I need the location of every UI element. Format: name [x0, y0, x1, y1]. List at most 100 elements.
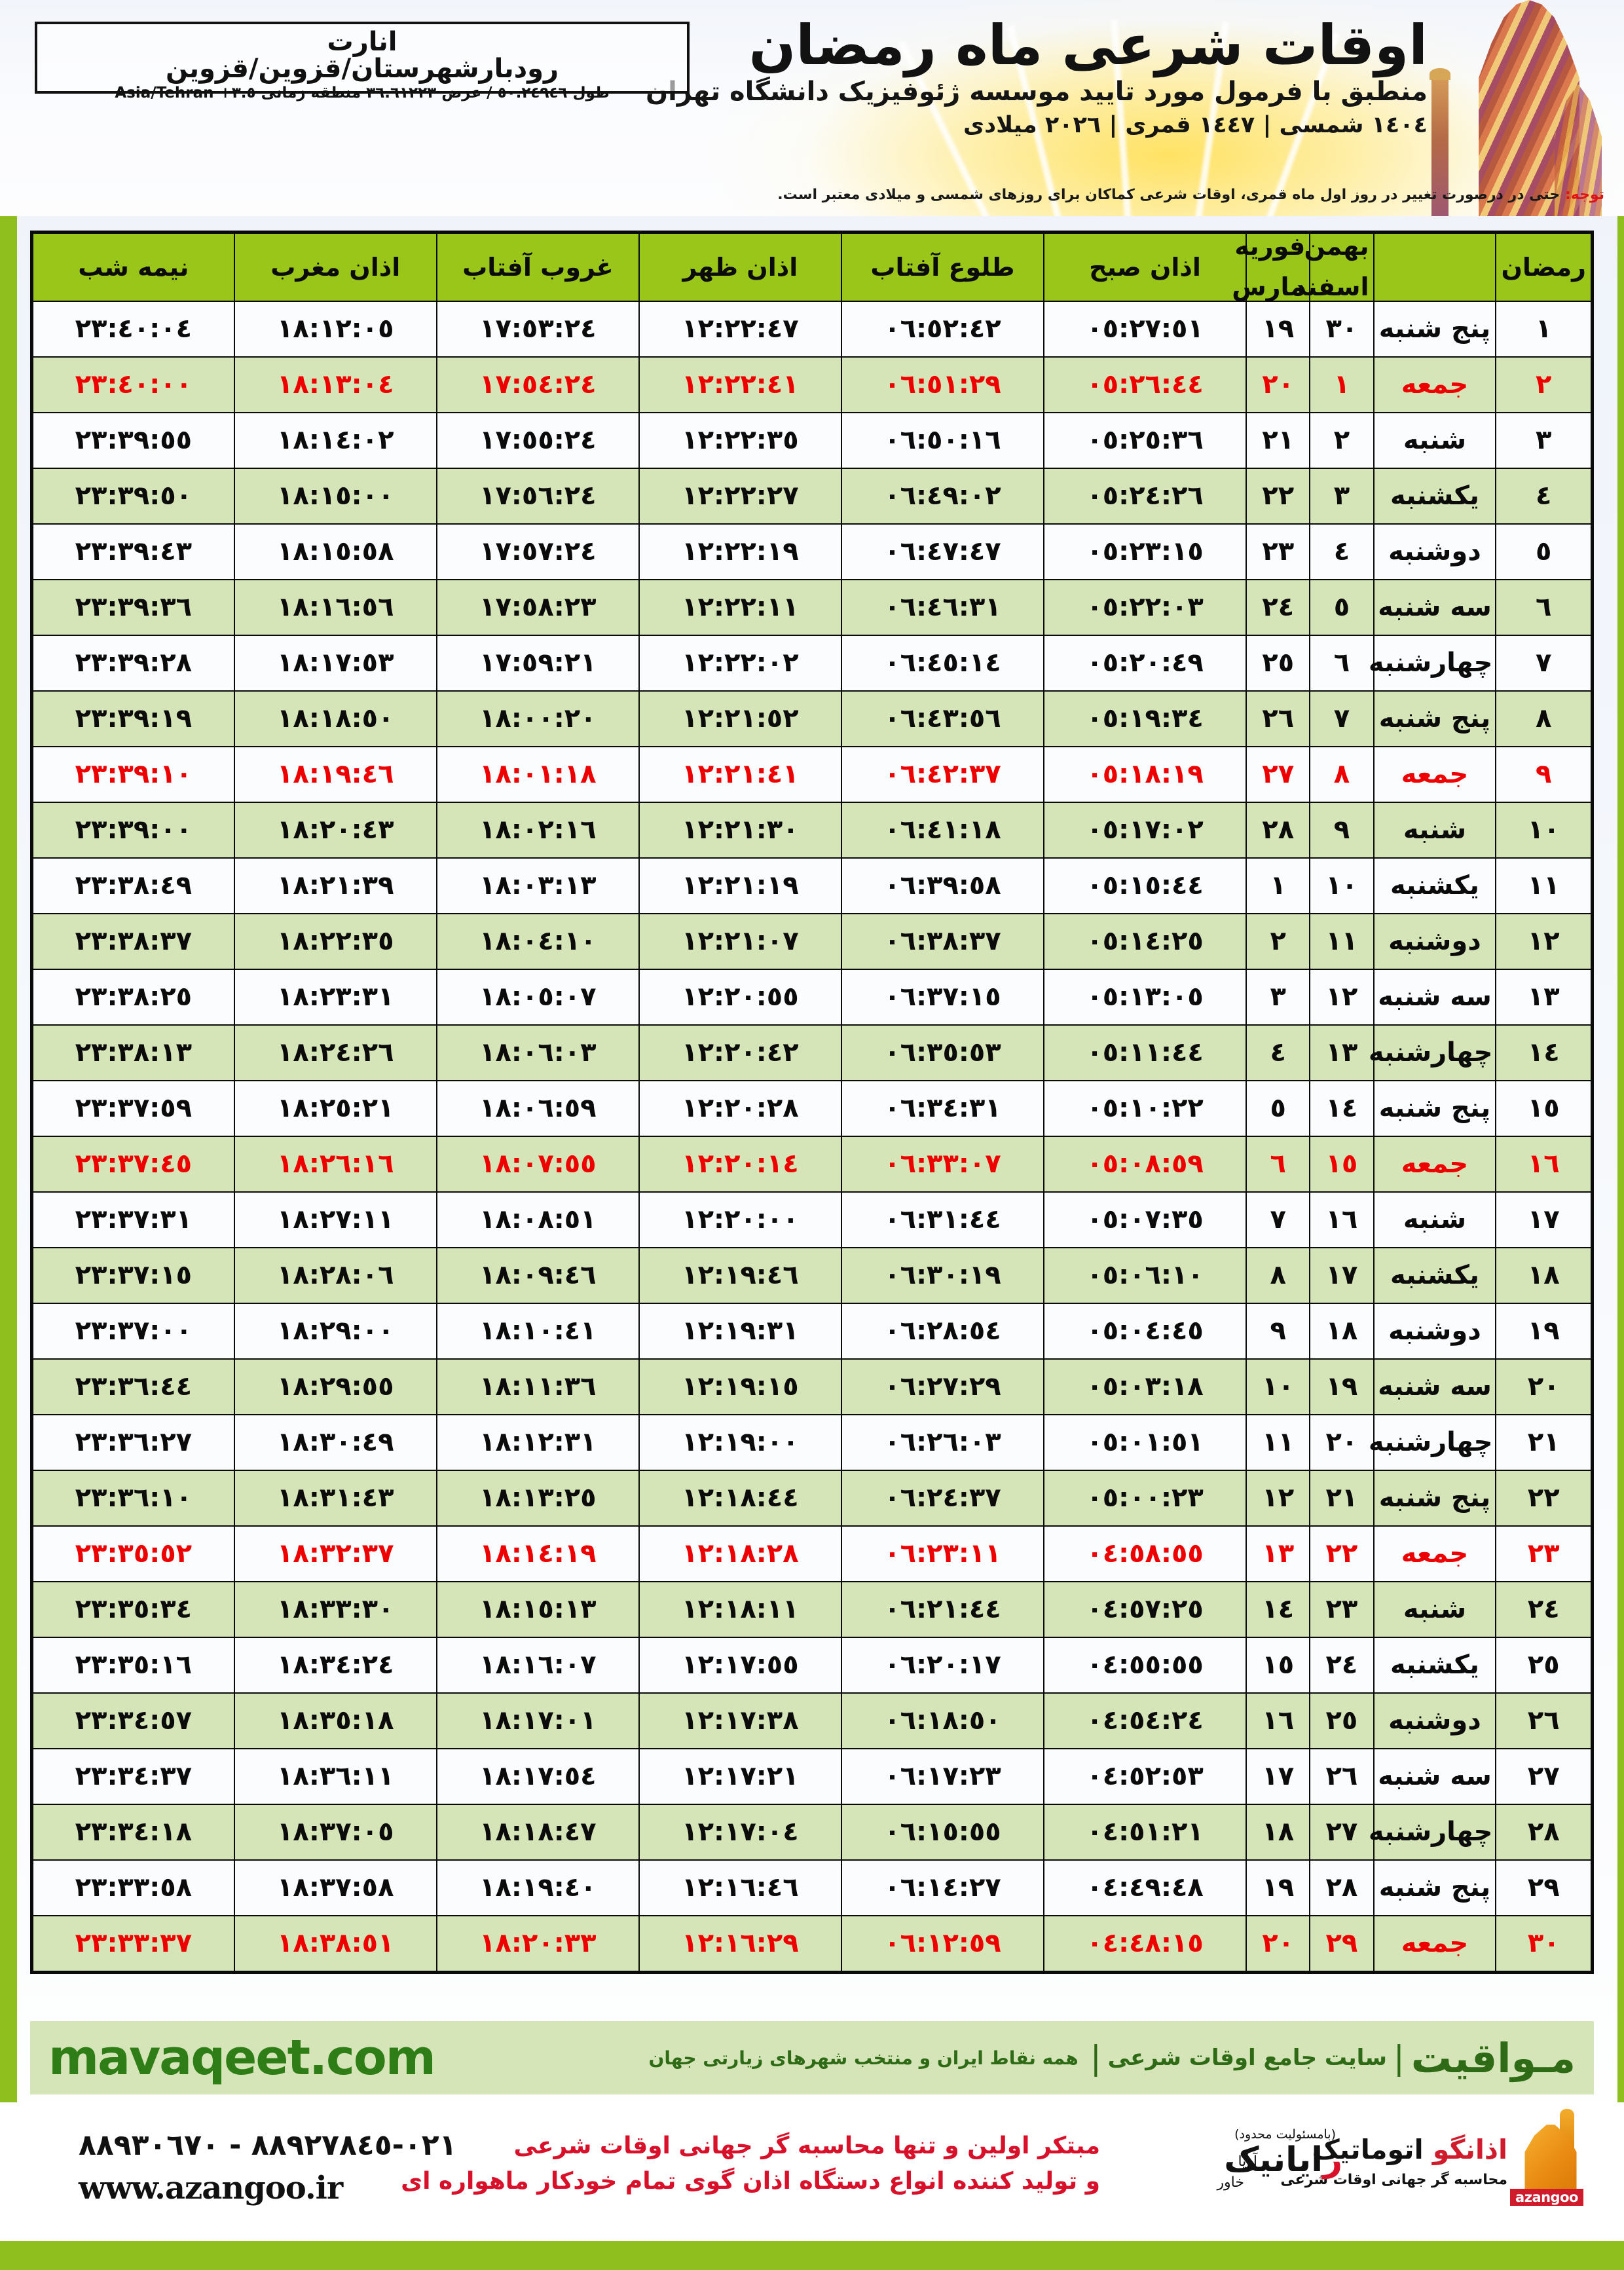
cell-azan-maghreb: ١٨:١٥:٥٨: [233, 523, 437, 580]
cell-ramadan: ٧: [1495, 634, 1593, 692]
cell-azan-sobh: ٠٤:٤٩:٤٨: [1043, 1859, 1247, 1916]
cell-month2: ٨: [1246, 1246, 1311, 1304]
cell-azan-maghreb: ١٨:١٣:٠٤: [233, 356, 437, 413]
cell-azan-maghreb: ١٨:١٥:٠٠: [233, 467, 437, 525]
cell-month2: ٢٤: [1246, 578, 1311, 636]
note-text: حتی در درصورت تغییر در روز اول ماه قمری،…: [777, 187, 1565, 203]
cell-azan-maghreb: ١٨:٣٥:١٨: [233, 1692, 437, 1749]
cell-tolu-aftab: ٠٦:٤٣:٥٦: [840, 690, 1045, 747]
cell-weekday: سه شنبه: [1373, 968, 1497, 1026]
cell-azan-zohr: ١٢:٢٢:٠٢: [638, 634, 842, 692]
cell-month2: ٢٦: [1246, 690, 1311, 747]
cell-month1: ٢٢: [1309, 1525, 1375, 1582]
cell-month2: ٢: [1246, 912, 1311, 970]
cell-azan-sobh: ٠٥:٠١:٥١: [1043, 1413, 1247, 1471]
mavaqeet-url[interactable]: mavaqeet.com: [48, 2030, 436, 2086]
cell-azan-zohr: ١٢:٢٠:٢٨: [638, 1079, 842, 1137]
cell-nime-shab: ٢٣:٣٥:٥٢: [31, 1525, 235, 1582]
col-header-month-bahman-esfand: بهمن اسفند: [1293, 231, 1375, 302]
cell-tolu-aftab: ٠٦:٢٧:٢٩: [840, 1358, 1045, 1415]
cell-weekday: پنج شنبه: [1373, 1469, 1497, 1527]
cell-ramadan: ٤: [1495, 467, 1593, 525]
cell-month1: ٣: [1309, 467, 1375, 525]
cell-month1: ٥: [1309, 578, 1375, 636]
cell-ramadan: ٢١: [1495, 1413, 1593, 1471]
cell-azan-zohr: ١٢:٢٢:٣٥: [638, 411, 842, 469]
table-row: ٢٦ دوشنبه ٢٥ ١٦ ٠٤:٥٤:٢٤ ٠٦:١٨:٥٠ ١٢:١٧:٣٨ ١٨:١…: [31, 1692, 1593, 1749]
cell-nime-shab: ٢٣:٣٤:١٨: [31, 1803, 235, 1861]
cell-month1: ٢١: [1309, 1469, 1375, 1527]
cell-azan-maghreb: ١٨:٢٩:٠٠: [233, 1302, 437, 1360]
cell-month1: ٩: [1309, 801, 1375, 859]
table-row: ١٧ شنبه ١٦ ٧ ٠٥:٠٧:٣٥ ٠٦:٣١:٤٤ ١٢:٢٠:٠٠ ١٨:٠٨:٥…: [31, 1191, 1593, 1248]
cell-ghorub-aftab: ١٨:٠٢:١٦: [435, 801, 640, 859]
red-slogan-line-1: مبتکر اولین و تنها محاسبه گر جهانی اوقات…: [513, 2132, 1100, 2159]
cell-azan-zohr: ١٢:١٩:٤٦: [638, 1246, 842, 1304]
cell-nime-shab: ٢٣:٣٥:١٦: [31, 1636, 235, 1694]
cell-azan-zohr: ١٢:١٩:٣١: [638, 1302, 842, 1360]
cell-month2: ١٧: [1246, 1747, 1311, 1805]
cell-month1: ٧: [1309, 690, 1375, 747]
cell-ghorub-aftab: ١٧:٥٦:٢٤: [435, 467, 640, 525]
cell-ramadan: ١٢: [1495, 912, 1593, 970]
cell-weekday: جمعه: [1373, 1914, 1497, 1973]
cell-ghorub-aftab: ١٨:٠٠:٢٠: [435, 690, 640, 747]
cell-tolu-aftab: ٠٦:٣٨:٣٧: [840, 912, 1045, 970]
table-row: ٢٢ پنج شنبه ٢١ ١٢ ٠٥:٠٠:٢٣ ٠٦:٢٤:٣٧ ١٢:١٨:٤٤ ١٨…: [31, 1469, 1593, 1527]
azangoo-website[interactable]: www.azangoo.ir: [79, 2170, 343, 2206]
cell-weekday: پنج شنبه: [1373, 1079, 1497, 1137]
cell-azan-sobh: ٠٥:٢٧:٥١: [1043, 300, 1247, 358]
cell-month2: ١٠: [1246, 1358, 1311, 1415]
cell-azan-maghreb: ١٨:٣٣:٣٠: [233, 1580, 437, 1638]
cell-nime-shab: ٢٣:٣٧:٣١: [31, 1191, 235, 1248]
cell-azan-maghreb: ١٨:٢٩:٥٥: [233, 1358, 437, 1415]
rayaneek-logo[interactable]: (بامسئولیت محدود) رایانیک آریا خاور: [1146, 2125, 1342, 2203]
cell-month1: ٢: [1309, 411, 1375, 469]
table-row: ١٥ پنج شنبه ١٤ ٥ ٠٥:١٠:٢٢ ٠٦:٣٤:٣١ ١٢:٢٠:٢٨ ١٨:…: [31, 1079, 1593, 1137]
cell-azan-maghreb: ١٨:١٧:٥٣: [233, 634, 437, 692]
cell-azan-sobh: ٠٥:١٨:١٩: [1043, 745, 1247, 803]
cell-azan-sobh: ٠٥:٠٤:٤٥: [1043, 1302, 1247, 1360]
cell-ramadan: ٢٥: [1495, 1636, 1593, 1694]
cell-month2: ١٩: [1246, 300, 1311, 358]
month2-top-label: فوریه: [1234, 232, 1306, 261]
azangoo-logo[interactable]: azangoo اذانگو اتوماتیک محاسبه گر جهانی …: [1280, 2109, 1585, 2206]
cell-nime-shab: ٢٣:٣٧:٥٩: [31, 1079, 235, 1137]
month1-top-label: بهمن: [1304, 232, 1369, 261]
cell-month1: ٢٠: [1309, 1413, 1375, 1471]
cell-month2: ١٥: [1246, 1636, 1311, 1694]
cell-azan-sobh: ٠٥:١٠:٢٢: [1043, 1079, 1247, 1137]
cell-month1: ١٦: [1309, 1191, 1375, 1248]
cell-azan-sobh: ٠٥:١٣:٠٥: [1043, 968, 1247, 1026]
cell-ghorub-aftab: ١٨:٠٩:٤٦: [435, 1246, 640, 1304]
cell-tolu-aftab: ٠٦:٣٧:١٥: [840, 968, 1045, 1026]
table-body: ١ پنج شنبه ٣٠ ١٩ ٠٥:٢٧:٥١ ٠٦:٥٢:٤٢ ١٢:٢٢:٤٧ ١٧:…: [31, 300, 1593, 1973]
cell-tolu-aftab: ٠٦:٥١:٢٩: [840, 356, 1045, 413]
phone-number[interactable]: ٠٢١-٨٨٩٢٧٨٤٥ - ٨٨٩٣٠٦٧٠: [79, 2129, 457, 2162]
cell-azan-zohr: ١٢:٢٢:٤٧: [638, 300, 842, 358]
brand-divider-2: |: [1090, 2039, 1101, 2077]
cell-azan-maghreb: ١٨:٢٨:٠٦: [233, 1246, 437, 1304]
azangoo-wordmark: azangoo: [1510, 2189, 1583, 2206]
cell-azan-sobh: ٠٥:١٧:٠٢: [1043, 801, 1247, 859]
cell-ghorub-aftab: ١٨:١٧:٥٤: [435, 1747, 640, 1805]
cell-azan-zohr: ١٢:٢١:٣٠: [638, 801, 842, 859]
cell-tolu-aftab: ٠٦:٤٩:٠٢: [840, 467, 1045, 525]
cell-ramadan: ٢٢: [1495, 1469, 1593, 1527]
cell-ghorub-aftab: ١٨:٠٦:٠٣: [435, 1024, 640, 1081]
cell-nime-shab: ٢٣:٣٩:٥٠: [31, 467, 235, 525]
cell-month2: ٧: [1246, 1191, 1311, 1248]
cell-tolu-aftab: ٠٦:٣٤:٣١: [840, 1079, 1045, 1137]
cell-azan-zohr: ١٢:١٦:٢٩: [638, 1914, 842, 1973]
table-row: ١٠ شنبه ٩ ٢٨ ٠٥:١٧:٠٢ ٠٦:٤١:١٨ ١٢:٢١:٣٠ ١٨:٠٢:١…: [31, 801, 1593, 859]
cell-month2: ٢٠: [1246, 1914, 1311, 1973]
cell-ghorub-aftab: ١٧:٥٩:٢١: [435, 634, 640, 692]
cell-azan-maghreb: ١٨:٣٧:٥٨: [233, 1859, 437, 1916]
left-green-bar: [0, 0, 17, 2270]
table-header-row: رمضان بهمن اسفند فوریه مارس اذان صبح طلو…: [31, 231, 1593, 302]
cell-ghorub-aftab: ١٧:٥٥:٢٤: [435, 411, 640, 469]
cell-ghorub-aftab: ١٨:٢٠:٣٣: [435, 1914, 640, 1973]
cell-weekday: سه شنبه: [1373, 578, 1497, 636]
footer-brand-band: مـواقیت | سایت جامع اوقات شرعی | همه نقا…: [30, 2021, 1594, 2094]
cell-weekday: یکشنبه: [1373, 857, 1497, 914]
